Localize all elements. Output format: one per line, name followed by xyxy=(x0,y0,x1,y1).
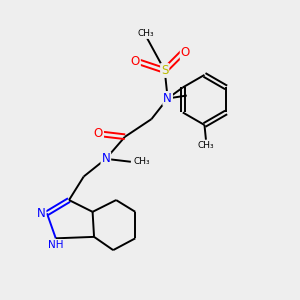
Text: N: N xyxy=(37,207,46,220)
Text: CH₃: CH₃ xyxy=(134,157,150,166)
Text: S: S xyxy=(161,64,168,77)
Text: O: O xyxy=(131,55,140,68)
Text: N: N xyxy=(101,152,110,165)
Text: O: O xyxy=(94,127,103,140)
Text: O: O xyxy=(181,46,190,59)
Text: CH₃: CH₃ xyxy=(198,141,214,150)
Text: N: N xyxy=(163,92,172,105)
Text: CH₃: CH₃ xyxy=(137,29,154,38)
Text: NH: NH xyxy=(48,240,64,250)
